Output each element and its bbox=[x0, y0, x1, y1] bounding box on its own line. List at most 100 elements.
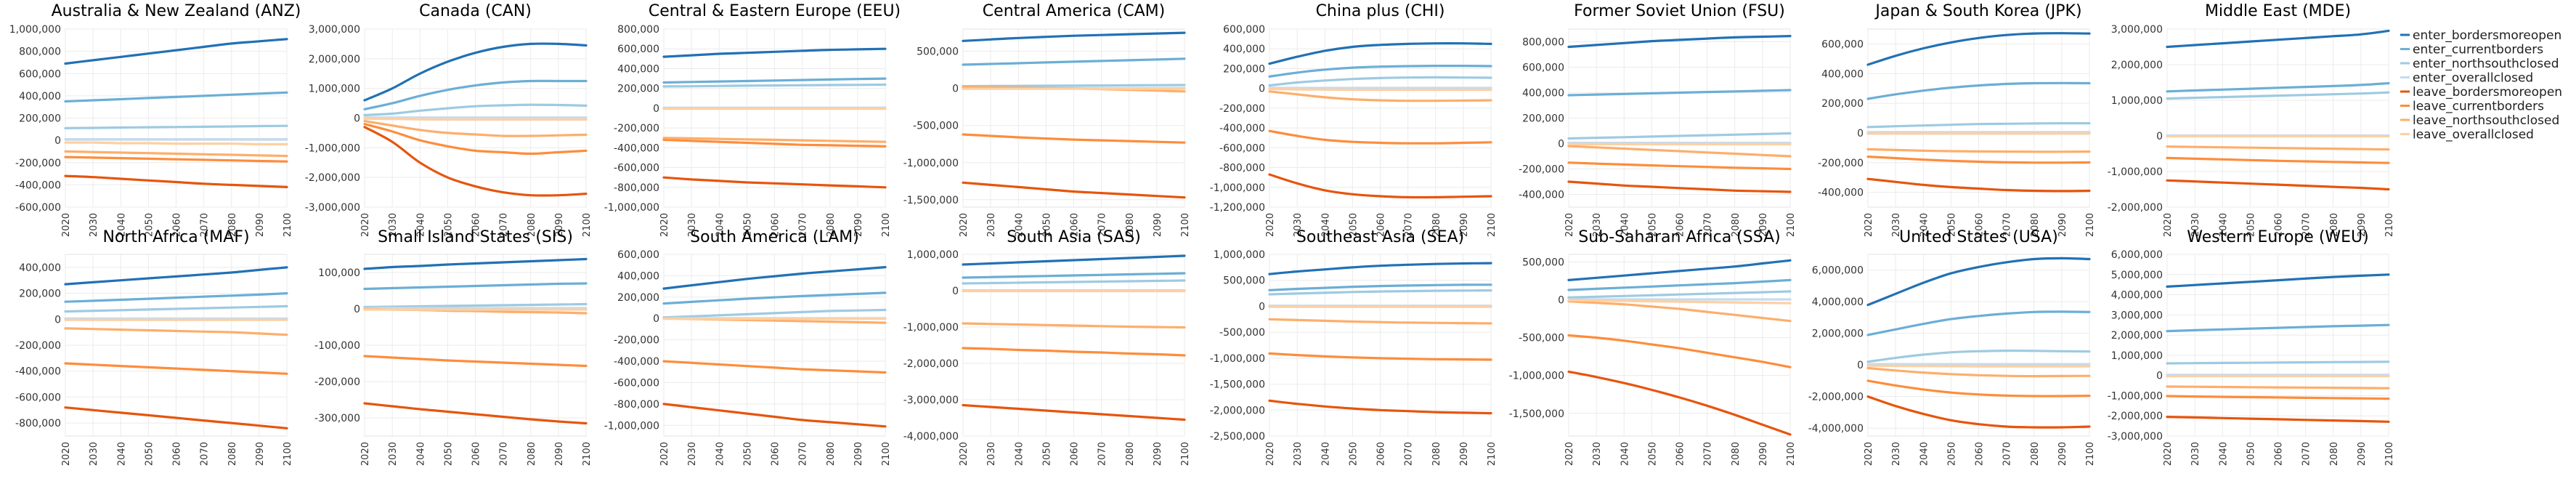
x-tick-label: 2100 bbox=[1487, 213, 1498, 237]
y-tick-label: -2,500,000 bbox=[1210, 431, 1265, 443]
series-line-leave_currentborders bbox=[1567, 334, 1792, 368]
series-line-enter_bordersmoreopen bbox=[962, 254, 1186, 266]
series-line-leave_northsouthclosed bbox=[1268, 318, 1492, 325]
chart-panel: South America (LAM) -1,000,000 -800,000 -60… bbox=[604, 228, 892, 466]
x-tick-label: 2050 bbox=[1348, 442, 1359, 466]
y-tick-label: -800,000 bbox=[15, 418, 61, 430]
y-tick-label: -4,000,000 bbox=[1808, 423, 1864, 435]
y-tick-label: 0 bbox=[1259, 84, 1265, 95]
series-line-enter_bordersmoreopen bbox=[1567, 259, 1792, 281]
y-tick-label: 200,000 bbox=[1821, 98, 1864, 110]
x-tick-label: 2020 bbox=[360, 213, 371, 237]
x-tick-label: 2090 bbox=[853, 213, 864, 237]
y-tick-label: 400,000 bbox=[617, 63, 659, 75]
legend-label: enter_northsouthclosed bbox=[2413, 57, 2559, 71]
series-line-enter_bordersmoreopen bbox=[1567, 35, 1792, 49]
y-tick-label: -2,000,000 bbox=[2108, 202, 2163, 214]
chart-title: Japan & South Korea (JPK) bbox=[1874, 2, 2081, 20]
y-tick-label: 600,000 bbox=[19, 68, 61, 80]
x-tick-label: 2080 bbox=[227, 442, 238, 466]
y-tick-label: -400,000 bbox=[1219, 123, 1265, 134]
series-line-enter_bordersmoreopen bbox=[2166, 273, 2390, 288]
chart-panel: North Africa (MAF) -800,000 -600,000 -400,0… bbox=[15, 228, 293, 466]
y-tick-label: -800,000 bbox=[614, 182, 659, 194]
series-line-leave_northsouthclosed bbox=[2166, 145, 2390, 151]
series-line-leave_currentborders bbox=[662, 360, 887, 374]
x-tick-label: 2060 bbox=[771, 442, 781, 466]
chart-title: Sub-Saharan Africa (SSA) bbox=[1578, 228, 1780, 246]
x-tick-label: 2100 bbox=[582, 213, 593, 237]
y-tick-label: 0 bbox=[54, 135, 61, 147]
x-tick-label: 2090 bbox=[1153, 213, 1163, 237]
y-tick-label: -600,000 bbox=[15, 392, 61, 403]
x-tick-label: 2080 bbox=[826, 442, 837, 466]
x-tick-label: 2040 bbox=[2218, 213, 2229, 237]
x-tick-label: 2050 bbox=[742, 213, 753, 237]
y-tick-label: -100,000 bbox=[314, 340, 360, 352]
series-line-leave_northsouthclosed bbox=[64, 150, 288, 158]
y-tick-label: -1,000,000 bbox=[604, 202, 659, 214]
legend: enter_bordersmoreopenenter_currentborder… bbox=[2400, 28, 2562, 142]
series-line-enter_bordersmoreopen bbox=[662, 266, 887, 290]
series-line-enter_northsouthclosed bbox=[2166, 360, 2390, 365]
series-line-enter_currentborders bbox=[1268, 65, 1492, 78]
x-tick-label: 2030 bbox=[1293, 213, 1304, 237]
series-line-leave_bordersmoreopen bbox=[1866, 177, 2091, 193]
series-line-leave_bordersmoreopen bbox=[1268, 399, 1492, 415]
x-tick-label: 2100 bbox=[1180, 213, 1191, 237]
y-tick-label: -3,000,000 bbox=[903, 395, 959, 406]
x-tick-label: 2030 bbox=[2190, 213, 2201, 237]
x-tick-label: 2020 bbox=[1864, 442, 1874, 466]
y-tick-label: -500,000 bbox=[1519, 333, 1564, 344]
series-line-leave_currentborders bbox=[363, 355, 588, 368]
x-tick-label: 2060 bbox=[471, 213, 482, 237]
y-tick-label: 0 bbox=[2156, 371, 2163, 382]
x-tick-label: 2050 bbox=[2246, 442, 2256, 466]
y-tick-label: 100,000 bbox=[318, 267, 360, 279]
x-tick-label: 2070 bbox=[1703, 442, 1714, 466]
x-tick-label: 2020 bbox=[2163, 442, 2174, 466]
x-tick-label: 2020 bbox=[1564, 213, 1575, 237]
x-tick-label: 2090 bbox=[853, 442, 864, 466]
series-line-leave_bordersmoreopen bbox=[2166, 416, 2390, 423]
y-tick-label: -200,000 bbox=[15, 158, 61, 169]
chart-title: Western Europe (WEU) bbox=[2187, 228, 2369, 246]
series-line-leave_currentborders bbox=[363, 123, 588, 156]
x-tick-label: 2020 bbox=[1265, 213, 1276, 237]
y-tick-label: -3,000,000 bbox=[2108, 431, 2163, 443]
legend-label: enter_bordersmoreopen bbox=[2413, 28, 2561, 43]
y-tick-label: 1,000,000 bbox=[309, 84, 360, 95]
series-line-enter_bordersmoreopen bbox=[1268, 262, 1492, 275]
x-tick-label: 2060 bbox=[2274, 213, 2285, 237]
chart-panel: Central & Eastern Europe (EEU) -1,000,000… bbox=[604, 2, 901, 237]
y-tick-label: 0 bbox=[653, 103, 659, 115]
series-line-enter_currentborders bbox=[962, 272, 1186, 279]
x-tick-label: 2100 bbox=[2085, 442, 2096, 466]
series-line-enter_northsouthclosed bbox=[1866, 121, 2091, 129]
y-tick-label: 1,000,000 bbox=[9, 24, 61, 36]
x-tick-label: 2030 bbox=[1891, 442, 1902, 466]
x-tick-label: 2100 bbox=[881, 213, 892, 237]
x-tick-label: 2060 bbox=[1975, 442, 1986, 466]
y-tick-label: 1,000,000 bbox=[2111, 95, 2163, 107]
series-line-leave_bordersmoreopen bbox=[64, 406, 288, 430]
x-tick-label: 2100 bbox=[582, 442, 593, 466]
x-tick-label: 2090 bbox=[1758, 442, 1769, 466]
series-line-enter_bordersmoreopen bbox=[1866, 32, 2091, 66]
series-line-enter_northsouthclosed bbox=[1268, 76, 1492, 87]
y-tick-label: 2,000,000 bbox=[2111, 60, 2163, 71]
y-tick-label: 0 bbox=[952, 286, 959, 297]
x-tick-label: 2050 bbox=[1041, 213, 1052, 237]
x-tick-label: 2090 bbox=[255, 442, 266, 466]
legend-label: enter_overallclosed bbox=[2413, 71, 2533, 86]
x-tick-label: 2080 bbox=[2329, 213, 2340, 237]
x-tick-label: 2060 bbox=[1675, 213, 1686, 237]
x-tick-label: 2040 bbox=[1320, 213, 1331, 237]
series-line-leave_bordersmoreopen bbox=[662, 176, 887, 189]
y-tick-label: -1,500,000 bbox=[1509, 408, 1564, 420]
x-tick-label: 2060 bbox=[2274, 442, 2285, 466]
x-tick-label: 2020 bbox=[659, 442, 670, 466]
chart-panel: Japan & South Korea (JPK) -400,000 -200,00… bbox=[1818, 2, 2096, 237]
y-tick-label: 500,000 bbox=[917, 47, 959, 58]
